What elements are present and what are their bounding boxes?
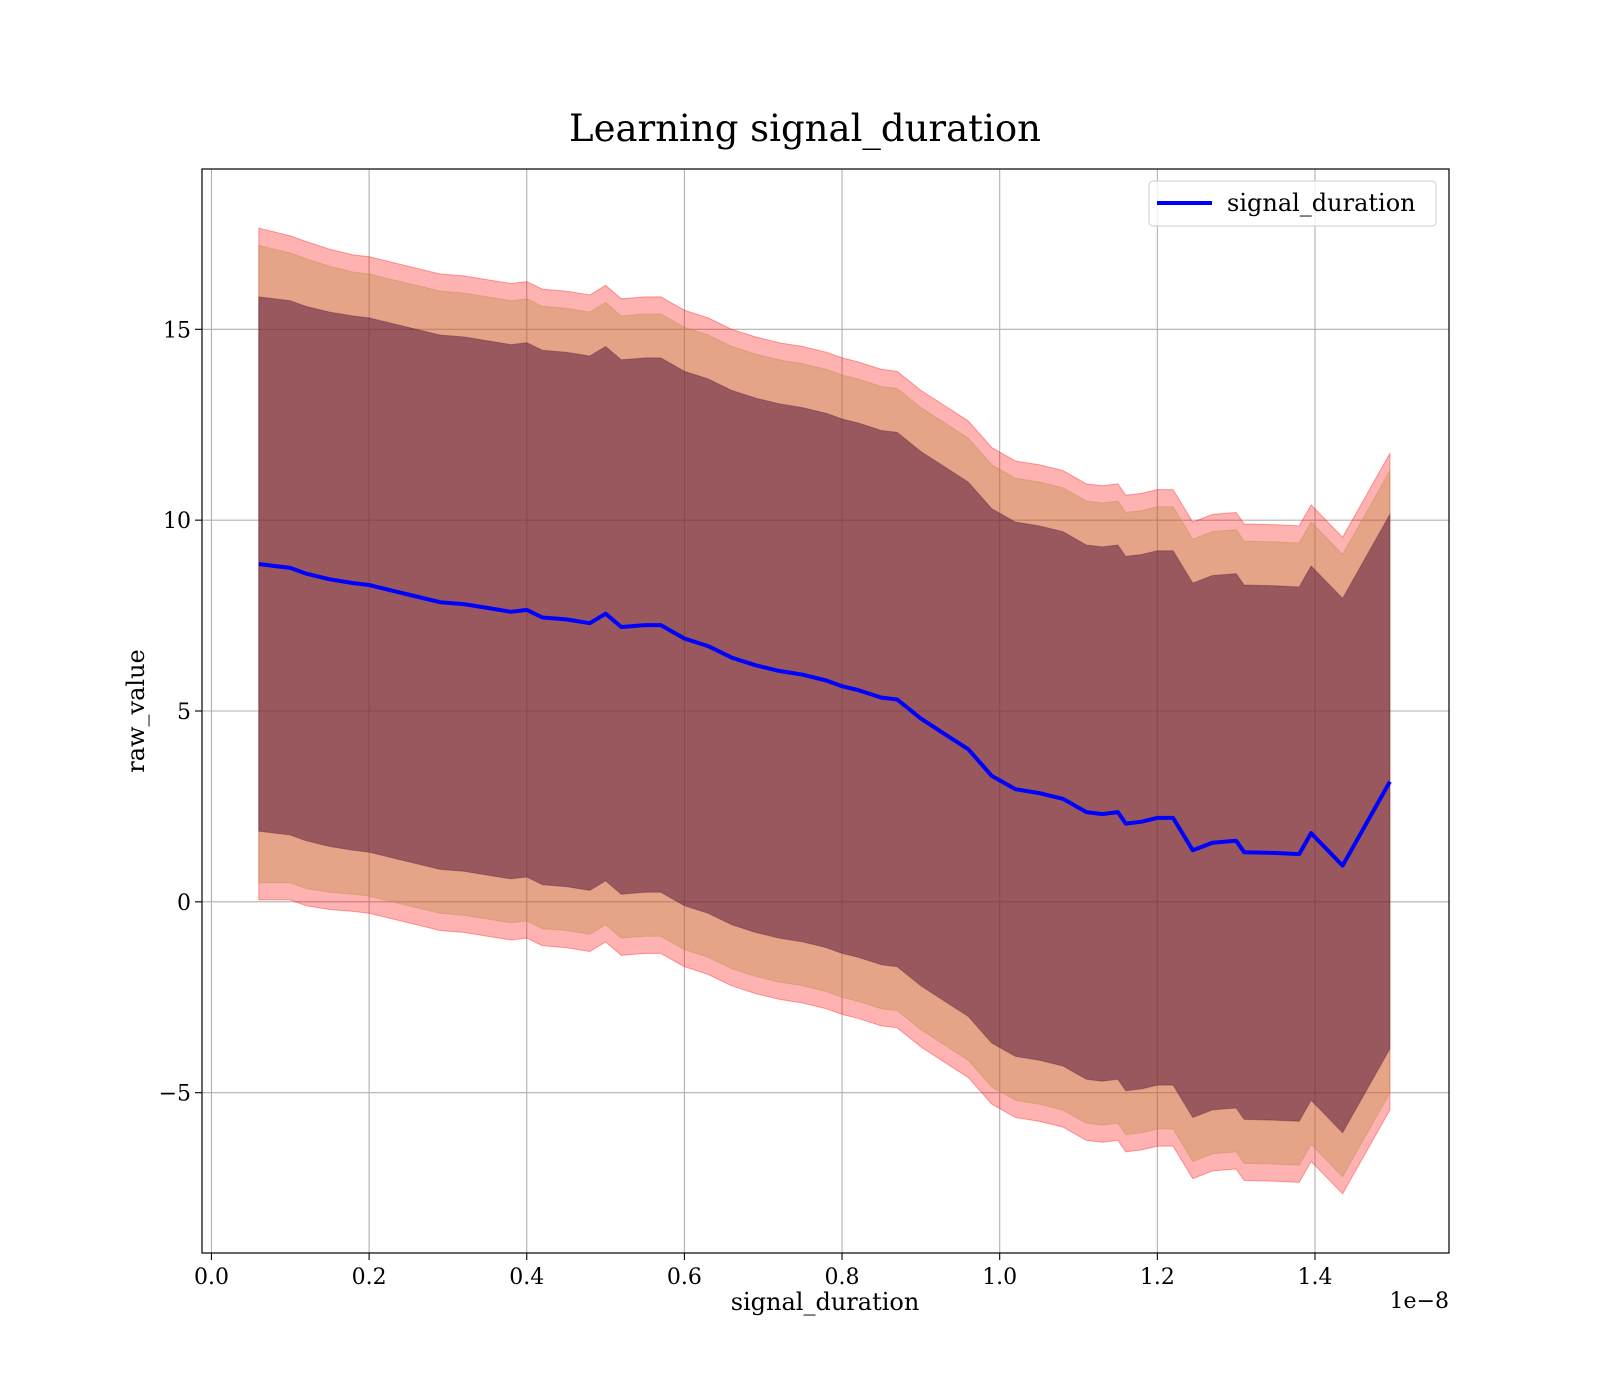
x-tick-label: 0.8 bbox=[825, 1265, 860, 1290]
y-tick-label: 15 bbox=[163, 318, 191, 343]
y-axis-label: raw_value bbox=[122, 649, 150, 773]
x-tick-label: 0.6 bbox=[667, 1265, 702, 1290]
confidence-band bbox=[258, 296, 1391, 1134]
x-axis-ticks: 0.0 0.2 0.4 0.6 0.8 1.0 1.2 1.4 bbox=[194, 1253, 1332, 1290]
x-tick-label: 0.4 bbox=[509, 1265, 544, 1290]
y-tick-label: 0 bbox=[177, 891, 191, 916]
chart-title: Learning signal_duration bbox=[569, 107, 1041, 151]
legend-box bbox=[1148, 180, 1437, 227]
x-tick-label: 1.2 bbox=[1140, 1265, 1175, 1290]
legend: signal_duration bbox=[1148, 180, 1437, 227]
y-tick-label: −5 bbox=[159, 1082, 191, 1107]
confidence-bands bbox=[258, 227, 1391, 1195]
y-tick-label: 5 bbox=[177, 700, 191, 725]
x-tick-label: 1.0 bbox=[982, 1265, 1017, 1290]
legend-label: signal_duration bbox=[1227, 189, 1416, 217]
y-tick-label: 10 bbox=[163, 509, 191, 534]
series-lines bbox=[258, 562, 1392, 868]
x-tick-label: 0.2 bbox=[352, 1265, 387, 1290]
x-axis-label: signal_duration bbox=[731, 1288, 920, 1316]
x-tick-label: 1.4 bbox=[1297, 1265, 1332, 1290]
x-tick-label: 0.0 bbox=[194, 1265, 229, 1290]
series-line bbox=[258, 562, 1392, 868]
y-axis-ticks: −5 0 5 10 15 bbox=[159, 318, 202, 1107]
x-axis-scale-label: 1e−8 bbox=[1390, 1289, 1449, 1314]
